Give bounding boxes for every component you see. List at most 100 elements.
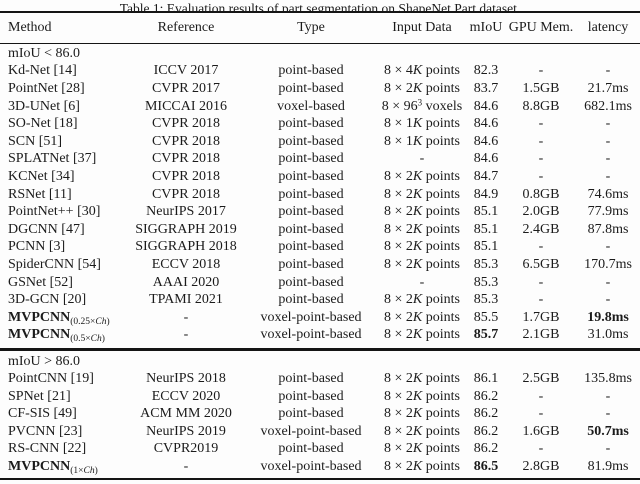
miou-cell: 84.6 [473, 116, 499, 132]
input-data-cell: 8 × 2K points [378, 238, 466, 256]
input-var: K [412, 458, 423, 474]
gpu-mem-cell: - [538, 239, 544, 255]
reference-cell: CVPR2019 [153, 441, 219, 457]
gpu-mem-cell: 2.0GB [522, 204, 560, 220]
method-cell: SpiderCNN [54] [0, 256, 128, 274]
input-pre: 8 × 2 [384, 292, 413, 308]
gpu-mem-cell: 2.4GB [522, 221, 560, 237]
reference-cell: CVPR 2018 [151, 151, 221, 167]
type-cell: point-based [278, 239, 344, 255]
subscript-post: ) [101, 334, 105, 345]
gpu-mem-cell: - [538, 406, 544, 422]
miou-cell: 85.5 [473, 309, 499, 325]
reference-cell: ECCV 2020 [151, 388, 221, 404]
method-name: PCNN [3] [8, 239, 66, 255]
latency-cell: 31.0ms [587, 327, 629, 343]
input-pre: 8 × 2 [384, 327, 413, 343]
type-cell: point-based [278, 370, 344, 386]
reference-cell: ICCV 2017 [153, 63, 219, 79]
latency-cell: - [605, 388, 611, 404]
table-row: MVPCNN(0.25×Ch) - voxel-point-based 8 × 2K … [0, 309, 640, 327]
col-header-method: Method [8, 20, 52, 36]
input-post: points [422, 186, 460, 202]
method-cell: SPLATNet [37] [0, 150, 128, 168]
input-data-cell: - [378, 150, 466, 168]
input-post: points [422, 63, 460, 79]
latency-cell: - [605, 239, 611, 255]
reference-cell: NeurIPS 2019 [146, 423, 226, 439]
subscript-post: ) [94, 465, 98, 476]
reference-cell: - [183, 458, 189, 474]
type-cell: point-based [278, 256, 344, 272]
input-pre: - [419, 151, 425, 167]
type-cell: point-based [278, 388, 344, 404]
gpu-mem-cell: 1.6GB [522, 423, 560, 439]
gpu-mem-cell: 1.5GB [522, 80, 560, 96]
table-row: PCNN [3] SIGGRAPH 2018 point-based 8 × 2K p… [0, 238, 640, 256]
input-pre: 8 × 2 [384, 370, 413, 386]
input-exponent: 3 [417, 97, 423, 108]
type-cell: point-based [278, 274, 344, 290]
reference-cell: CVPR 2018 [151, 186, 221, 202]
input-var: K [412, 186, 423, 202]
input-var: K [412, 388, 423, 404]
reference-cell: - [183, 309, 189, 325]
input-data-cell: 8 × 2K points [378, 186, 466, 204]
input-post: points [422, 204, 460, 220]
reference-cell: TPAMI 2021 [149, 292, 223, 308]
table-row: 3D-UNet [6] MICCAI 2016 voxel-based 8 × 963… [0, 98, 640, 116]
section-header-row: mIoU < 86.0 [0, 44, 640, 62]
method-name: RSNet [11] [8, 186, 72, 202]
method-cell: GSNet [52] [0, 274, 128, 292]
reference-cell: CVPR 2017 [151, 80, 221, 96]
table-row: SCN [51] CVPR 2018 point-based 8 × 1K point… [0, 133, 640, 151]
latency-cell: - [605, 133, 611, 149]
input-post: points [422, 309, 460, 325]
latency-cell: 21.7ms [587, 80, 629, 96]
col-header-miou: mIoU [469, 20, 503, 36]
table-row: GSNet [52] AAAI 2020 point-based - 85.3 - - [0, 274, 640, 292]
miou-cell: 84.6 [473, 151, 499, 167]
method-cell: PointCNN [19] [0, 370, 128, 388]
miou-cell: 84.6 [473, 133, 499, 149]
input-var: K [412, 133, 423, 149]
input-data-cell: 8 × 2K points [378, 370, 466, 388]
reference-cell: MICCAI 2016 [144, 98, 228, 114]
table-row: SO-Net [18] CVPR 2018 point-based 8 × 1K po… [0, 115, 640, 133]
type-cell: point-based [278, 441, 344, 457]
input-post: points [422, 292, 460, 308]
input-pre: - [419, 274, 425, 290]
reference-cell: - [183, 327, 189, 343]
latency-cell: - [605, 292, 611, 308]
reference-cell: CVPR 2018 [151, 168, 221, 184]
subscript-pre: (0.5× [70, 334, 91, 345]
miou-cell: 84.9 [473, 186, 499, 202]
method-name: SPLATNet [37] [8, 151, 97, 167]
miou-cell: 86.2 [473, 406, 499, 422]
input-pre: 8 × 96 [381, 98, 418, 114]
input-pre: 8 × 2 [384, 168, 413, 184]
table-row: KCNet [34] CVPR 2018 point-based 8 × 2K poi… [0, 168, 640, 186]
miou-cell: 83.7 [473, 80, 499, 96]
gpu-mem-cell: - [538, 292, 544, 308]
input-pre: 8 × 2 [384, 186, 413, 202]
input-var: K [412, 204, 423, 220]
section-header-row: mIoU > 86.0 [0, 352, 640, 370]
type-cell: point-based [278, 63, 344, 79]
gpu-mem-cell: - [538, 63, 544, 79]
subscript-var: Ch [95, 316, 107, 327]
miou-cell: 85.1 [473, 239, 499, 255]
type-cell: point-based [278, 406, 344, 422]
miou-cell: 85.1 [473, 204, 499, 220]
input-data-cell: 8 × 2K points [378, 168, 466, 186]
latency-cell: 19.8ms [587, 309, 629, 325]
method-cell: MVPCNN(0.5×Ch) [0, 326, 128, 344]
col-header-latency: latency [587, 20, 629, 36]
input-post: points [422, 406, 460, 422]
gpu-mem-cell: 0.8GB [522, 186, 560, 202]
method-name: SO-Net [18] [8, 116, 78, 132]
latency-cell: 682.1ms [584, 98, 632, 114]
reference-cell: SIGGRAPH 2019 [135, 221, 237, 237]
type-cell: voxel-point-based [260, 309, 362, 325]
gpu-mem-cell: - [538, 133, 544, 149]
